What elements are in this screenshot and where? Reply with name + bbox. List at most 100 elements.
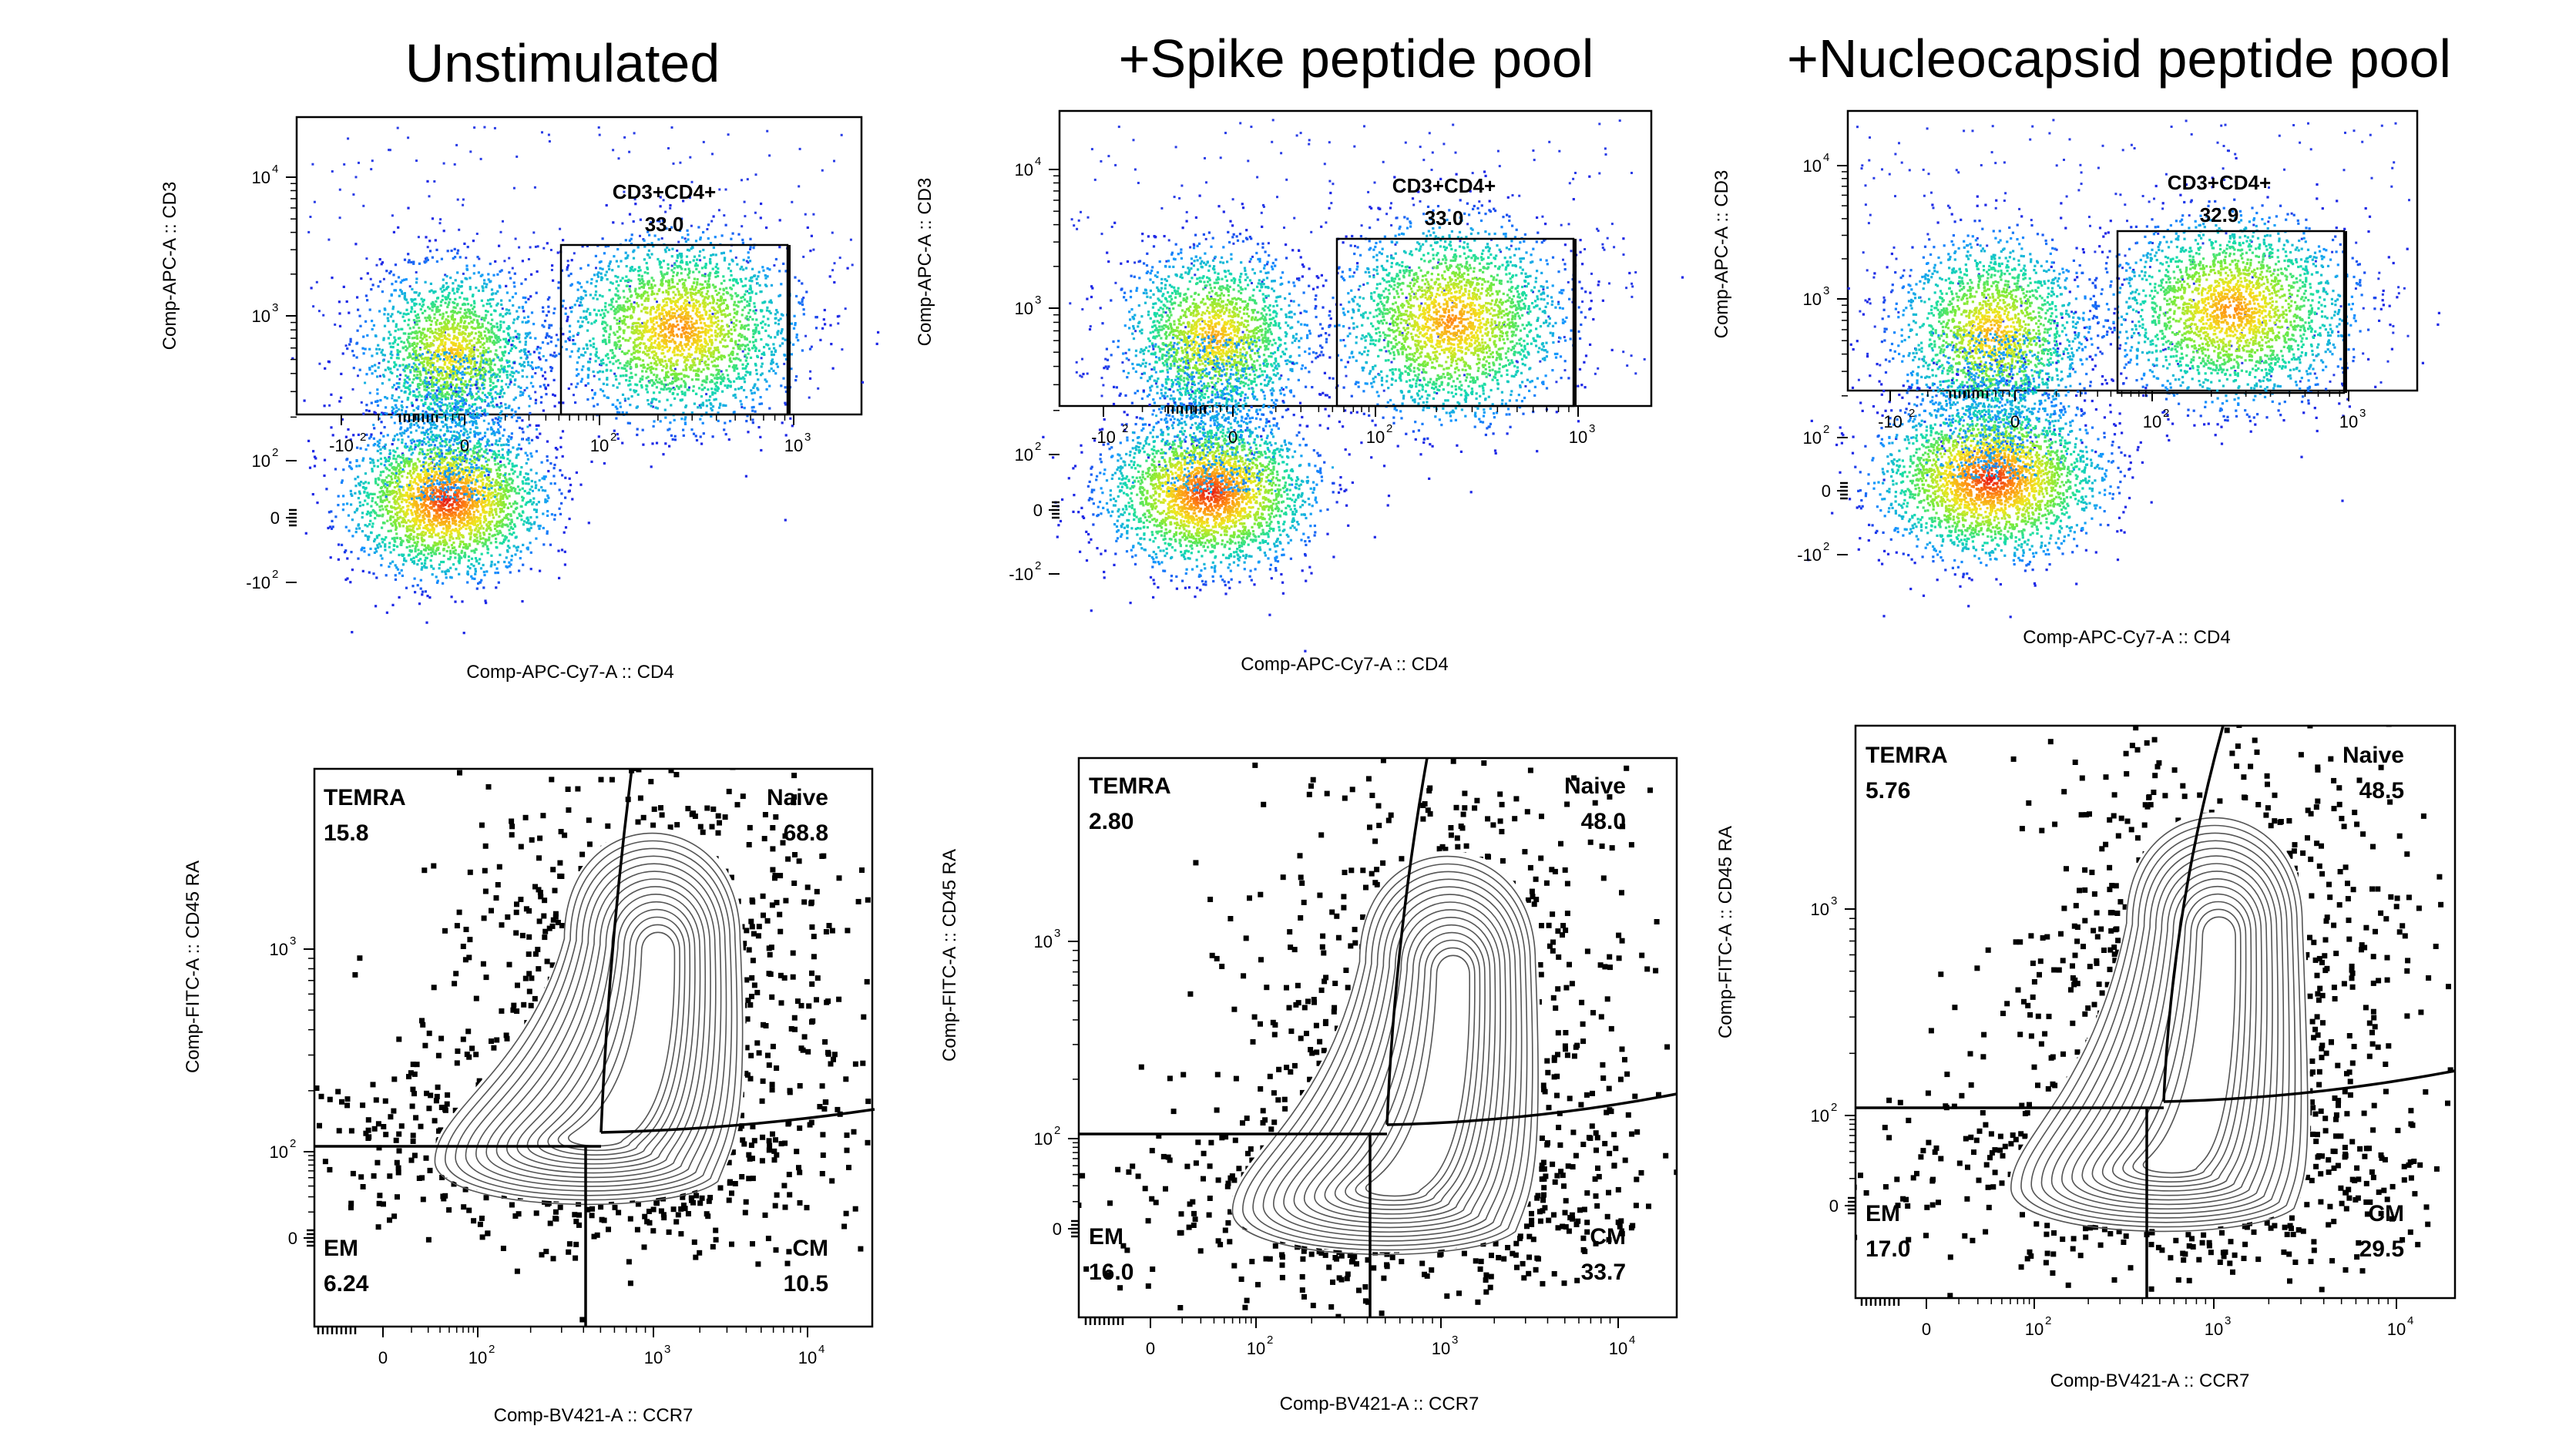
gate-percent: 33.0: [645, 213, 684, 236]
quadrant-percent: 17.0: [1866, 1236, 1910, 1262]
y-tick-exponent: 2: [1831, 1101, 1837, 1114]
x-tick-exponent: 2: [360, 431, 366, 444]
x-tick-label: -10: [1091, 428, 1116, 447]
quadrant-percent: 33.7: [1581, 1260, 1626, 1285]
y-tick-exponent: 2: [1823, 423, 1829, 436]
x-tick-label: 10: [1569, 428, 1587, 447]
x-tick-exponent: 2: [1909, 407, 1915, 420]
y-axis-label: Comp-FITC-A :: CD45 RA: [183, 861, 203, 1073]
gate-name: CD3+CD4+: [1392, 174, 1496, 197]
quadrant-name: Naive: [2342, 743, 2404, 768]
x-tick-label: 10: [590, 436, 609, 455]
y-tick-exponent: 3: [1054, 927, 1060, 940]
y-tick-label: 0: [1829, 1196, 1839, 1216]
x-tick-label: 10: [784, 436, 803, 455]
y-tick-label: 0: [1822, 481, 1831, 501]
quadrant-name: TEMRA: [1089, 773, 1171, 799]
x-tick-exponent: 3: [1589, 422, 1595, 435]
y-tick-label: 10: [1803, 428, 1822, 448]
x-tick-exponent: 3: [1452, 1334, 1458, 1347]
y-tick-label: -10: [246, 573, 270, 592]
x-tick-label: 10: [2339, 412, 2358, 431]
y-tick-label: 0: [270, 508, 280, 528]
x-tick-label: 0: [2010, 412, 2020, 431]
quadrant-percent: 6.24: [324, 1271, 369, 1297]
y-tick-exponent: 2: [1054, 1124, 1060, 1137]
gate-name: CD3+CD4+: [613, 180, 716, 203]
y-tick-label: 10: [1803, 290, 1822, 309]
y-tick-exponent: 4: [1035, 155, 1041, 168]
quadrant-percent: 15.8: [324, 820, 368, 846]
y-tick-exponent: 2: [272, 568, 278, 581]
y-tick-label: 10: [1803, 156, 1822, 176]
quadrant-percent: 48.5: [2359, 778, 2404, 803]
y-tick-exponent: 3: [1823, 284, 1829, 297]
x-tick-exponent: 2: [610, 431, 616, 444]
y-axis-label: Comp-APC-A :: CD3: [915, 178, 935, 347]
quadrant-name: CM: [792, 1236, 828, 1261]
x-tick-label: 0: [1146, 1339, 1155, 1358]
y-tick-exponent: 2: [1823, 540, 1829, 553]
x-axis-label: Comp-APC-Cy7-A :: CD4: [2023, 627, 2230, 648]
x-tick-exponent: 2: [489, 1343, 495, 1356]
quadrant-percent: 68.8: [784, 820, 828, 846]
x-tick-exponent: 2: [1386, 422, 1392, 435]
y-tick-label: 10: [1015, 160, 1033, 179]
y-tick-exponent: 2: [272, 446, 278, 459]
x-tick-label: 10: [2387, 1320, 2406, 1339]
y-tick-label: 0: [288, 1229, 297, 1248]
quadrant-percent: 2.80: [1089, 809, 1133, 834]
y-tick-exponent: 4: [272, 163, 278, 176]
quadrant-name: TEMRA: [1866, 743, 1948, 768]
y-tick-label: -10: [1009, 565, 1033, 584]
y-tick-label: 10: [270, 1142, 288, 1162]
x-axis-label: Comp-APC-Cy7-A :: CD4: [466, 662, 673, 683]
x-axis-label: Comp-BV421-A :: CCR7: [2050, 1370, 2250, 1391]
y-tick-label: 10: [1811, 900, 1829, 919]
y-tick-label: 10: [1015, 445, 1033, 465]
x-tick-label: 10: [1247, 1339, 1265, 1358]
y-tick-exponent: 3: [1035, 294, 1041, 307]
y-tick-label: -10: [1797, 545, 1822, 565]
x-tick-label: 0: [378, 1348, 388, 1367]
x-tick-exponent: 3: [2359, 407, 2366, 420]
quadrant-percent: 48.0: [1581, 809, 1626, 834]
quadrant-name: EM: [1866, 1201, 1900, 1226]
x-tick-label: 10: [2205, 1320, 2223, 1339]
y-axis-label: Comp-APC-A :: CD3: [160, 182, 180, 351]
y-tick-exponent: 3: [1831, 894, 1837, 907]
plot-frame: [297, 117, 861, 414]
quadrant-percent: 10.5: [784, 1271, 828, 1297]
quadrant-name: EM: [324, 1236, 358, 1261]
y-tick-label: 10: [252, 168, 270, 187]
y-axis-label: Comp-FITC-A :: CD45 RA: [1715, 826, 1736, 1038]
x-tick-exponent: 3: [2225, 1314, 2231, 1327]
y-tick-label: 0: [1053, 1219, 1062, 1239]
quadrant-name: TEMRA: [324, 785, 406, 810]
x-tick-exponent: 4: [2407, 1314, 2413, 1327]
x-tick-label: 10: [798, 1348, 817, 1367]
x-axis-label: Comp-APC-Cy7-A :: CD4: [1241, 654, 1448, 675]
x-tick-label: 0: [460, 436, 469, 455]
quadrant-percent: 16.0: [1089, 1260, 1133, 1285]
y-tick-label: 10: [270, 940, 288, 959]
y-tick-exponent: 3: [290, 934, 296, 948]
x-tick-label: 10: [468, 1348, 487, 1367]
x-tick-label: 10: [1432, 1339, 1450, 1358]
x-axis-label: Comp-BV421-A :: CCR7: [1280, 1394, 1479, 1414]
x-tick-label: 10: [1609, 1339, 1627, 1358]
y-tick-exponent: 2: [290, 1137, 296, 1150]
quadrant-percent: 5.76: [1866, 778, 1910, 803]
quadrant-name: EM: [1089, 1224, 1123, 1250]
x-tick-exponent: 4: [1629, 1334, 1635, 1347]
column-title-spike: +Spike peptide pool: [1119, 29, 1594, 89]
x-tick-label: 10: [644, 1348, 663, 1367]
y-tick-label: 10: [1034, 932, 1053, 951]
y-tick-label: 0: [1033, 501, 1043, 520]
x-tick-label: 10: [2025, 1320, 2044, 1339]
x-tick-exponent: 3: [804, 431, 811, 444]
y-axis-label: Comp-APC-A :: CD3: [1711, 170, 1732, 339]
gate-name: CD3+CD4+: [2168, 171, 2271, 194]
y-tick-exponent: 4: [1823, 151, 1829, 164]
